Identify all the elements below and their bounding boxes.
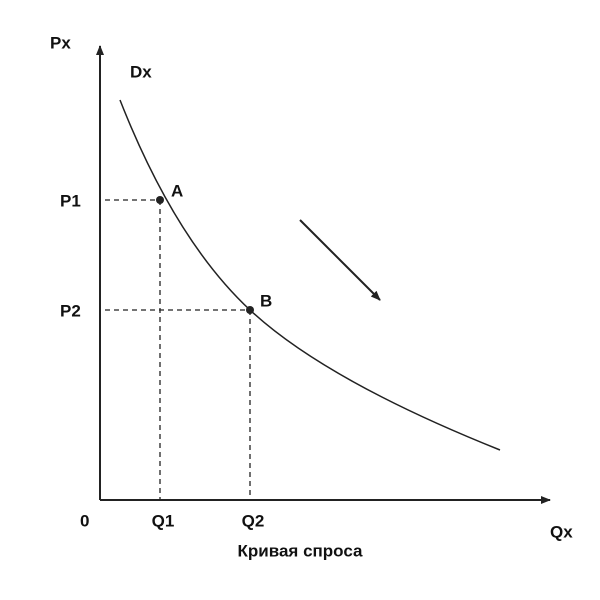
demand-curve: [119, 99, 501, 451]
curve-label: Dx: [130, 62, 152, 81]
quantity-label: Q2: [242, 511, 265, 530]
origin-label: 0: [80, 511, 89, 530]
point-label: A: [171, 181, 183, 200]
direction-arrow: [299, 219, 381, 301]
y-axis-label: Px: [50, 33, 71, 52]
guide-lines: [105, 199, 251, 500]
x-axis-label: Qx: [550, 522, 573, 541]
quantity-label: Q1: [152, 511, 175, 530]
point-label: B: [260, 291, 272, 310]
caption: Кривая спроса: [238, 541, 363, 560]
price-label: P2: [60, 301, 81, 320]
point-dot: [156, 196, 164, 204]
point-dot: [246, 306, 254, 314]
price-label: P1: [60, 191, 81, 210]
